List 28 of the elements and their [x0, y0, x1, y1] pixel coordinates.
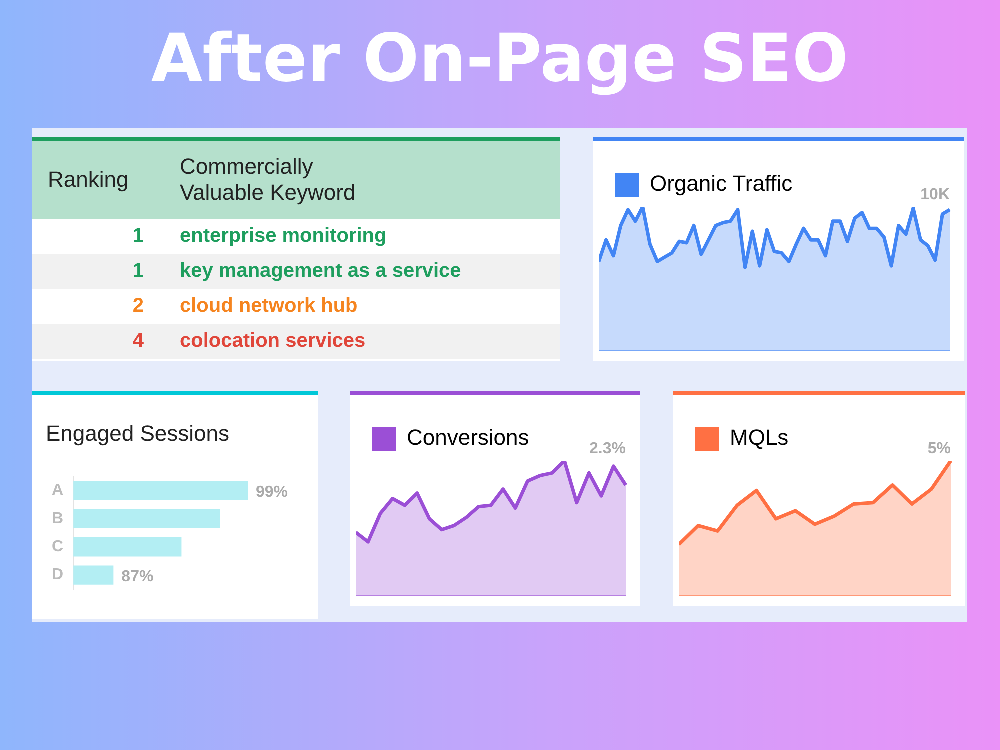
data-label: 2 [132, 294, 145, 319]
bar [74, 481, 248, 500]
annotation: 87% [122, 568, 154, 586]
category-label: enterprise monitoring [179, 224, 388, 249]
data-label: 1 [32, 254, 164, 289]
category-label: key management as a service [164, 254, 560, 289]
bar [74, 538, 182, 557]
text: 99% [256, 484, 288, 502]
chart-title: Engaged Sessions [46, 421, 230, 447]
y-tick-label: A [52, 482, 64, 500]
legend-label: Organic Traffic [650, 171, 793, 196]
category-label: cloud network hub [179, 294, 359, 319]
text: After On-Page SEO [150, 20, 850, 97]
y-tick-label: D [52, 566, 64, 584]
data-label: 4 [32, 324, 164, 359]
bar [74, 509, 220, 528]
bar [74, 566, 114, 585]
data-label: 1 [132, 224, 145, 249]
legend-label: Conversions [407, 425, 530, 450]
text: Commercially Valuable Keyword [180, 154, 357, 206]
text: 2.3% [590, 440, 626, 458]
y-tick-label: B [52, 510, 64, 528]
text: 10K [920, 186, 950, 204]
category-label: colocation services [164, 324, 560, 359]
legend-label: MQLs [730, 425, 789, 450]
text: Ranking [32, 141, 164, 219]
y-tick-label: C [52, 538, 64, 556]
text: 5% [928, 440, 951, 458]
